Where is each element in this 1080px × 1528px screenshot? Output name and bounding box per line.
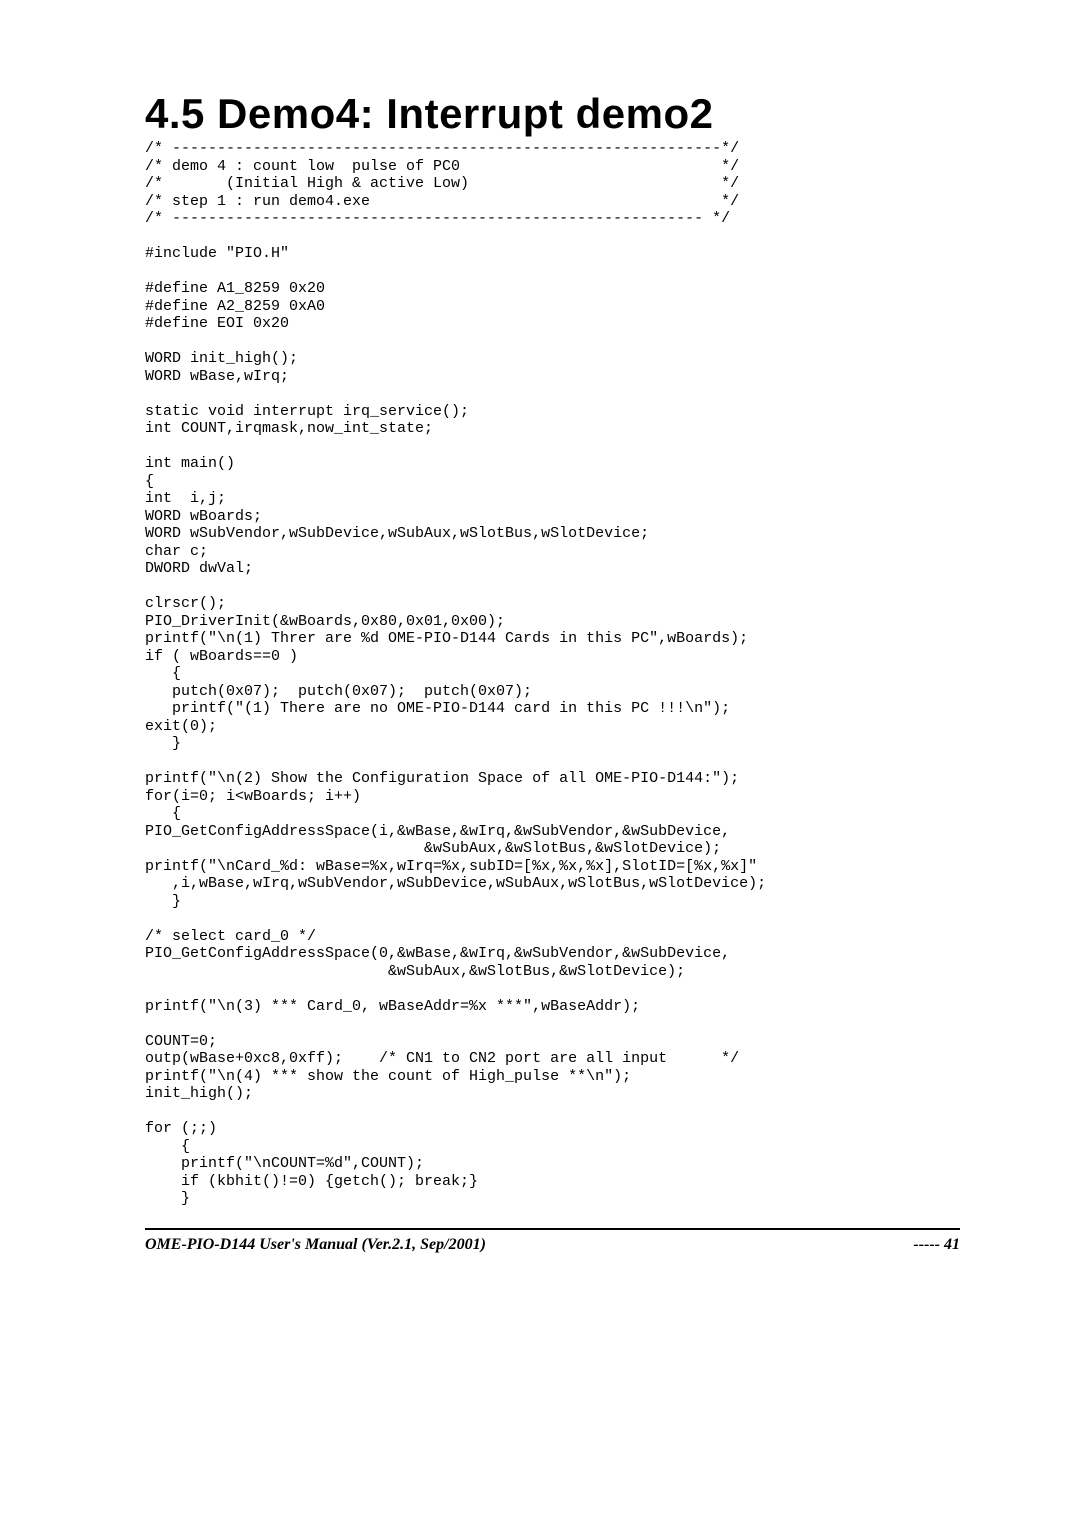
section-title: 4.5 Demo4: Interrupt demo2	[145, 90, 960, 138]
document-page: 4.5 Demo4: Interrupt demo2 /* ----------…	[0, 0, 1080, 1294]
code-listing: /* -------------------------------------…	[145, 140, 960, 1208]
footer-page-number: ----- 41	[913, 1236, 960, 1254]
footer-left: OME-PIO-D144 User's Manual (Ver.2.1, Sep…	[145, 1236, 486, 1254]
page-footer: OME-PIO-D144 User's Manual (Ver.2.1, Sep…	[145, 1228, 960, 1254]
